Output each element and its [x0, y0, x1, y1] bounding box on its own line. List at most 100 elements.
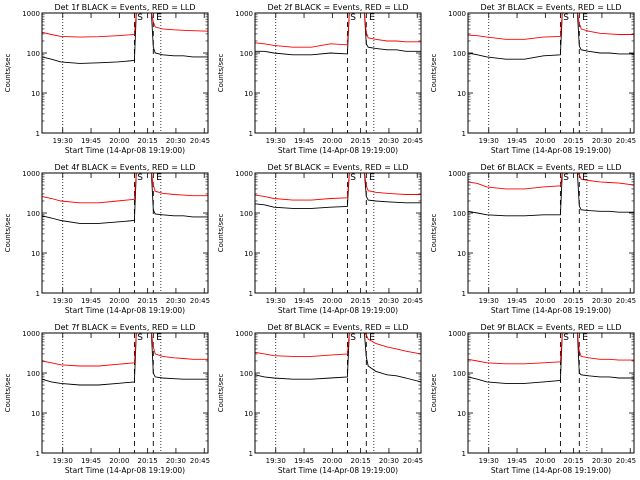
- plot-frame: [467, 332, 635, 454]
- x-tick-label: 20:00: [322, 137, 342, 145]
- series-lld: [254, 172, 421, 201]
- x-axis-label: Start Time (14-Apr-08 19:19:00): [278, 466, 398, 475]
- chart-title: Det 3f BLACK = Events, RED = LLD: [480, 3, 621, 12]
- plot-frame: [467, 172, 635, 294]
- x-tick-label: 20:30: [592, 137, 612, 145]
- marker-s: S: [563, 173, 569, 183]
- plot-frame: [41, 12, 209, 134]
- x-tick-label: 19:30: [479, 297, 499, 305]
- y-tick-label: 100: [453, 210, 466, 218]
- x-tick-label: 19:45: [294, 297, 314, 305]
- chart-title: Det 6f BLACK = Events, RED = LLD: [480, 163, 621, 172]
- y-tick-label: 1: [249, 290, 253, 298]
- x-tick-label: 19:45: [507, 297, 527, 305]
- y-tick-label: 10: [244, 90, 253, 98]
- y-axis-label: Counts/sec: [430, 54, 438, 93]
- y-axis-label: Counts/sec: [217, 374, 225, 413]
- plot-frame: [254, 332, 422, 454]
- y-axis-label: Counts/sec: [4, 54, 12, 93]
- x-tick-label: 20:45: [616, 457, 636, 465]
- series-events: [254, 172, 421, 209]
- x-tick-label: 20:00: [109, 457, 129, 465]
- chart-title: Det 1f BLACK = Events, RED = LLD: [54, 3, 195, 12]
- y-tick-label: 10: [31, 90, 40, 98]
- x-tick-label: 20:15: [138, 457, 158, 465]
- chart-title: Det 9f BLACK = Events, RED = LLD: [480, 323, 621, 332]
- x-tick-label: 20:45: [190, 297, 210, 305]
- y-tick-label: 100: [240, 50, 253, 58]
- marker-e: E: [582, 173, 588, 183]
- y-tick-label: 1: [36, 130, 40, 138]
- x-tick-label: 19:30: [53, 297, 73, 305]
- y-tick-label: 1: [462, 450, 466, 458]
- x-tick-label: 19:45: [81, 137, 101, 145]
- marker-e: E: [156, 13, 162, 23]
- x-tick-label: 20:30: [379, 297, 399, 305]
- x-tick-label: 19:30: [479, 137, 499, 145]
- y-tick-label: 1000: [235, 330, 253, 338]
- y-tick-label: 1: [462, 130, 466, 138]
- x-tick-label: 19:45: [294, 457, 314, 465]
- x-tick-label: 20:45: [190, 457, 210, 465]
- series-lld: [254, 332, 422, 357]
- marker-e: E: [156, 333, 162, 343]
- series-lld: [467, 172, 635, 190]
- x-tick-label: 19:45: [507, 137, 527, 145]
- y-axis-label: Counts/sec: [430, 214, 438, 253]
- x-tick-label: 20:00: [535, 297, 555, 305]
- x-tick-label: 20:00: [535, 457, 555, 465]
- y-tick-label: 1000: [448, 170, 466, 178]
- y-tick-label: 1: [249, 450, 253, 458]
- x-tick-label: 20:30: [592, 457, 612, 465]
- x-tick-label: 20:15: [351, 457, 371, 465]
- x-tick-label: 20:00: [322, 297, 342, 305]
- marker-e: E: [369, 333, 375, 343]
- y-tick-label: 1000: [22, 170, 40, 178]
- series-lld: [41, 332, 208, 367]
- series-lld: [467, 12, 634, 40]
- series-lld: [41, 172, 208, 204]
- chart-title: Det 5f BLACK = Events, RED = LLD: [267, 163, 408, 172]
- plot-frame: [41, 332, 209, 454]
- series-lld: [467, 332, 634, 365]
- y-tick-label: 10: [31, 250, 40, 258]
- x-tick-label: 20:15: [351, 137, 371, 145]
- x-tick-label: 20:45: [403, 457, 423, 465]
- x-tick-label: 20:30: [592, 297, 612, 305]
- marker-s: S: [350, 13, 356, 23]
- x-tick-label: 20:45: [403, 137, 423, 145]
- series-events: [41, 332, 208, 386]
- y-tick-label: 10: [457, 410, 466, 418]
- x-tick-label: 19:45: [294, 137, 314, 145]
- x-tick-label: 20:15: [564, 457, 584, 465]
- x-tick-label: 20:15: [138, 297, 158, 305]
- y-axis-label: Counts/sec: [4, 214, 12, 253]
- x-tick-label: 19:45: [81, 457, 101, 465]
- marker-s: S: [563, 333, 569, 343]
- series-lld: [41, 12, 209, 38]
- y-axis-label: Counts/sec: [4, 374, 12, 413]
- y-axis-label: Counts/sec: [217, 214, 225, 253]
- x-tick-label: 20:30: [166, 297, 186, 305]
- x-tick-label: 19:30: [266, 297, 286, 305]
- y-tick-label: 10: [457, 90, 466, 98]
- marker-e: E: [369, 173, 375, 183]
- x-axis-label: Start Time (14-Apr-08 19:19:00): [491, 306, 611, 315]
- y-tick-label: 1: [462, 290, 466, 298]
- x-tick-label: 19:45: [507, 457, 527, 465]
- x-axis-label: Start Time (14-Apr-08 19:19:00): [491, 146, 611, 155]
- y-tick-label: 100: [27, 370, 40, 378]
- marker-e: E: [582, 13, 588, 23]
- marker-e: E: [582, 333, 588, 343]
- y-tick-label: 100: [27, 50, 40, 58]
- marker-s: S: [563, 13, 569, 23]
- x-tick-label: 20:15: [351, 297, 371, 305]
